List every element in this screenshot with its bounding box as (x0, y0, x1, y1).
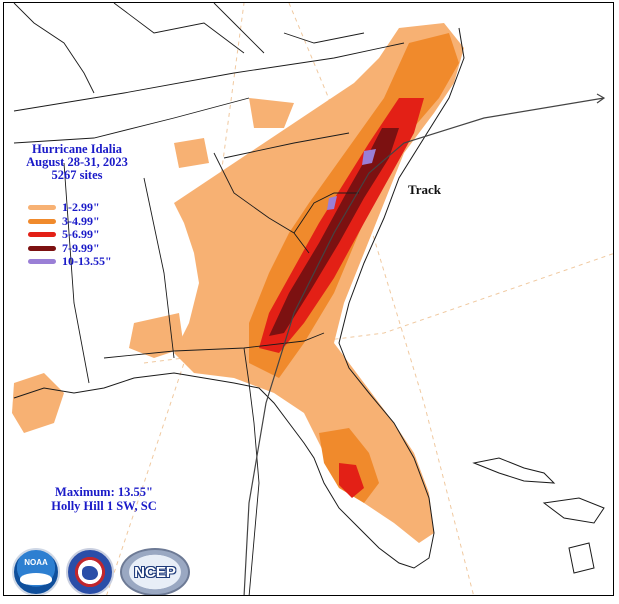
noaa-logo-text: NOAA (24, 558, 48, 567)
noaa-wave-icon (20, 573, 52, 585)
map-title: Hurricane Idalia August 28-31, 2023 5267… (12, 143, 142, 182)
ncep-logo-text: NCEP (134, 563, 176, 581)
agency-logos: NOAA NCEP (12, 545, 190, 595)
legend-item: 10-13.55" (28, 254, 112, 269)
maximum-location: Holly Hill 1 SW, SC (51, 499, 157, 513)
rainfall-map (12, 3, 613, 595)
legend: 1-2.99" 3-4.99" 5-6.99" 7-9.99" 10-13.55… (28, 200, 112, 269)
legend-label: 3-4.99" (62, 213, 100, 228)
ncep-logo: NCEP (120, 548, 190, 595)
legend-swatch (28, 232, 56, 238)
noaa-logo: NOAA (12, 548, 60, 595)
site-count: 5267 sites (51, 168, 103, 182)
legend-swatch (28, 218, 56, 224)
legend-label: 1-2.99" (62, 200, 100, 215)
rain-10-plus-shading (327, 149, 376, 210)
nws-logo (66, 548, 114, 595)
legend-item: 7-9.99" (28, 240, 112, 256)
legend-item: 1-2.99" (28, 200, 112, 215)
legend-label: 10-13.55" (62, 254, 112, 269)
state-borders (13, 3, 405, 595)
legend-swatch (28, 205, 56, 211)
storm-track (243, 93, 606, 595)
legend-label: 5-6.99" (62, 227, 100, 242)
legend-item: 5-6.99" (28, 227, 112, 242)
legend-label: 7-9.99" (62, 240, 100, 255)
map-frame: Hurricane Idalia August 28-31, 2023 5267… (3, 2, 614, 596)
storm-name: Hurricane Idalia (32, 142, 122, 156)
maximum-value: Maximum: 13.55" (55, 485, 153, 499)
legend-swatch (28, 245, 56, 251)
nws-bird-icon (82, 566, 98, 580)
coastline (13, 27, 605, 574)
maximum-info: Maximum: 13.55" Holly Hill 1 SW, SC (24, 485, 184, 513)
storm-dates: August 28-31, 2023 (26, 155, 128, 169)
legend-swatch (28, 259, 56, 265)
legend-item: 3-4.99" (28, 213, 112, 229)
track-label: Track (408, 182, 441, 197)
